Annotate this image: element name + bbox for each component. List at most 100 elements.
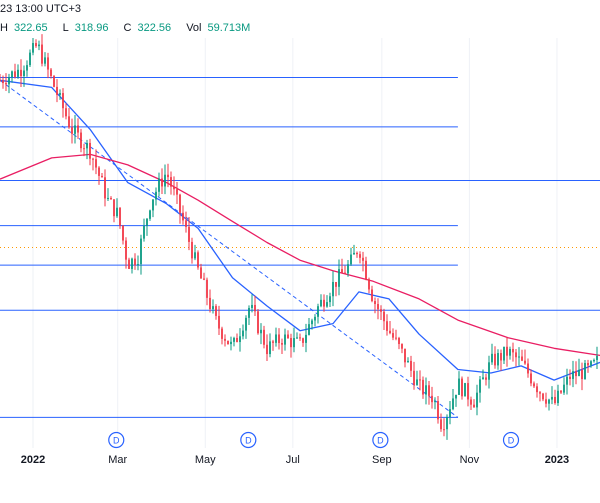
- candle-body: [197, 252, 199, 268]
- candle: [350, 247, 352, 266]
- candle: [461, 376, 463, 400]
- candle: [125, 237, 127, 269]
- candle-body: [485, 377, 487, 380]
- candle-body: [185, 220, 187, 227]
- candle-body: [233, 337, 235, 342]
- candle: [167, 163, 169, 188]
- candle: [305, 323, 307, 353]
- candle-body: [80, 132, 82, 149]
- candle: [491, 343, 493, 365]
- candle: [557, 384, 559, 406]
- candle-body: [149, 210, 151, 219]
- candle: [185, 211, 187, 233]
- trendline: [0, 79, 459, 418]
- candle-body: [536, 386, 538, 393]
- candle: [2, 75, 4, 89]
- dividend-marker: D: [502, 431, 520, 449]
- candle: [299, 333, 301, 342]
- candle: [233, 336, 235, 347]
- candle: [50, 68, 52, 79]
- candle-body: [11, 71, 13, 78]
- candle: [341, 258, 343, 273]
- candle-body: [512, 348, 514, 353]
- candle: [347, 260, 349, 277]
- dividend-marker: D: [108, 431, 125, 449]
- candle-body: [554, 396, 556, 404]
- candle: [188, 216, 190, 251]
- candle-body: [464, 383, 466, 397]
- candle: [227, 340, 229, 345]
- candle: [413, 361, 415, 390]
- candle: [470, 396, 472, 411]
- candle-body: [221, 328, 223, 339]
- candle: [476, 384, 478, 416]
- candles: [0, 34, 598, 440]
- candle: [446, 414, 448, 440]
- candle-body: [446, 417, 448, 430]
- candle: [539, 390, 541, 402]
- candle-body: [272, 341, 274, 343]
- candle: [284, 328, 286, 351]
- candle: [104, 169, 106, 207]
- candle: [530, 369, 532, 387]
- dividend-markers: DDDDD: [108, 431, 520, 449]
- candle-body: [359, 254, 361, 258]
- candle: [41, 34, 43, 67]
- candle-body: [308, 324, 310, 335]
- candle-body: [206, 279, 208, 298]
- x-tick-label: Sep: [372, 454, 392, 466]
- candle-body: [218, 315, 220, 329]
- candle-body: [371, 289, 373, 302]
- candle: [329, 292, 331, 307]
- candle-body: [326, 302, 328, 307]
- candle: [392, 328, 394, 341]
- candle-body: [539, 392, 541, 394]
- candle-body: [398, 337, 400, 345]
- candle-body: [320, 299, 322, 307]
- candle-body: [242, 330, 244, 337]
- candle: [212, 299, 214, 314]
- candle-body: [44, 57, 46, 64]
- dividend-marker-circle: [240, 431, 257, 449]
- candle-body: [26, 65, 28, 71]
- candle-body: [317, 306, 319, 317]
- candle: [458, 371, 460, 395]
- candle-body: [509, 348, 511, 356]
- candle: [362, 251, 364, 272]
- candle-body: [362, 257, 364, 261]
- candle-body: [347, 264, 349, 274]
- candle-body: [458, 378, 460, 395]
- dividend-marker: D: [240, 431, 257, 449]
- candle: [128, 257, 130, 269]
- candle-body: [281, 343, 283, 345]
- candle: [521, 349, 523, 362]
- candle: [404, 348, 406, 368]
- ohlc-low: L 318.96: [62, 22, 109, 34]
- candle-body: [380, 309, 382, 312]
- candle: [593, 358, 595, 363]
- candle-body: [341, 269, 343, 273]
- candle-body: [455, 394, 457, 399]
- candle: [536, 383, 538, 398]
- candle: [527, 358, 529, 378]
- candle-body: [68, 116, 70, 128]
- candle: [287, 330, 289, 339]
- candle-body: [17, 69, 19, 77]
- candle-body: [200, 267, 202, 279]
- candle-body: [482, 377, 484, 380]
- candle-body: [164, 174, 166, 187]
- candle: [452, 388, 454, 411]
- candle: [566, 368, 568, 395]
- candle: [554, 389, 556, 405]
- candle: [26, 60, 28, 77]
- candle-body: [179, 194, 181, 213]
- candle-body: [311, 320, 313, 325]
- candle: [38, 40, 40, 51]
- candle: [113, 199, 115, 223]
- candle-body: [146, 218, 148, 226]
- candle: [266, 334, 268, 362]
- candle: [443, 418, 445, 437]
- candle: [581, 362, 583, 391]
